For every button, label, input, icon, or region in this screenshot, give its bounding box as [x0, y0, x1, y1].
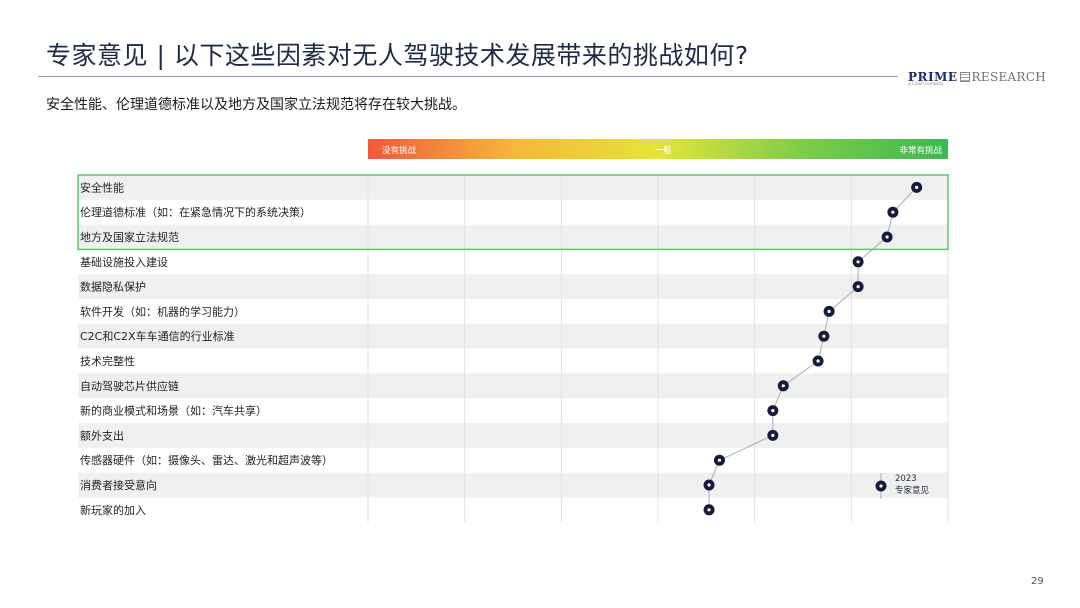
data-point-center	[717, 458, 722, 462]
page-title: 专家意见 | 以下这些因素对无人驾驶技术发展带来的挑战如何?	[46, 41, 749, 70]
category-label: 新的商业模式和场景（如：汽车共享）	[80, 404, 267, 418]
category-label: 自动驾驶芯片供应链	[80, 379, 179, 393]
data-point-center	[771, 433, 775, 437]
data-point-center	[856, 285, 860, 289]
row-band	[78, 224, 948, 250]
data-point-center	[771, 409, 775, 413]
data-point-center	[707, 508, 711, 512]
category-label: 伦理道德标准（如：在紧急情况下的系统决策）	[80, 205, 311, 219]
brand-logo: PRIME RESEARCH a Cision company	[908, 66, 1047, 86]
category-label: 技术完整性	[80, 354, 135, 368]
row-band	[78, 274, 948, 299]
page-subtitle: 安全性能、伦理道德标准以及地方及国家立法规范将存在较大挑战。	[46, 97, 466, 113]
row-band	[78, 423, 948, 448]
row-band	[78, 472, 948, 498]
scale-label: 没有挑战	[382, 145, 417, 156]
category-label: 新玩家的加入	[80, 503, 146, 517]
legend-year: 2023	[895, 474, 917, 484]
category-label: 安全性能	[80, 180, 124, 194]
scale-gradient-bar	[368, 139, 948, 159]
category-label: C2C和C2X车车通信的行业标准	[80, 329, 235, 343]
row-band	[78, 373, 948, 399]
scale-label: 非常有挑战	[899, 145, 942, 156]
category-label: 数据隐私保护	[80, 280, 146, 294]
logo-main-text: PRIME	[908, 70, 958, 84]
page-number: 29	[1031, 576, 1044, 587]
data-point-center	[915, 185, 919, 189]
category-label: 消费者接受意向	[80, 478, 157, 492]
logo-secondary-text: RESEARCH	[971, 70, 1047, 84]
series-line	[708, 187, 918, 510]
row-band	[78, 175, 948, 200]
row-band	[78, 323, 948, 349]
category-label: 传感器硬件（如：摄像头、雷达、激光和超声波等）	[80, 453, 333, 467]
data-point-center	[822, 334, 826, 338]
category-label: 基础设施投入建设	[80, 255, 168, 269]
category-label: 额外支出	[80, 428, 124, 442]
data-point-center	[816, 359, 820, 363]
data-point-center	[891, 210, 895, 214]
legend-label: 专家意见	[895, 485, 930, 496]
data-point-center	[781, 384, 785, 388]
data-point-center	[827, 309, 831, 313]
scale-label: 一般	[654, 145, 672, 156]
highlight-box	[77, 174, 949, 251]
data-point-center	[856, 260, 860, 264]
legend-marker-center	[879, 484, 883, 488]
category-label: 地方及国家立法规范	[80, 230, 179, 244]
data-point-center	[885, 235, 889, 239]
logo-mark-icon	[959, 72, 970, 82]
logo-tagline: a Cision company	[908, 81, 944, 86]
category-label: 软件开发（如：机器的学习能力）	[80, 304, 245, 318]
data-point-center	[707, 483, 711, 487]
title-divider	[38, 76, 898, 77]
